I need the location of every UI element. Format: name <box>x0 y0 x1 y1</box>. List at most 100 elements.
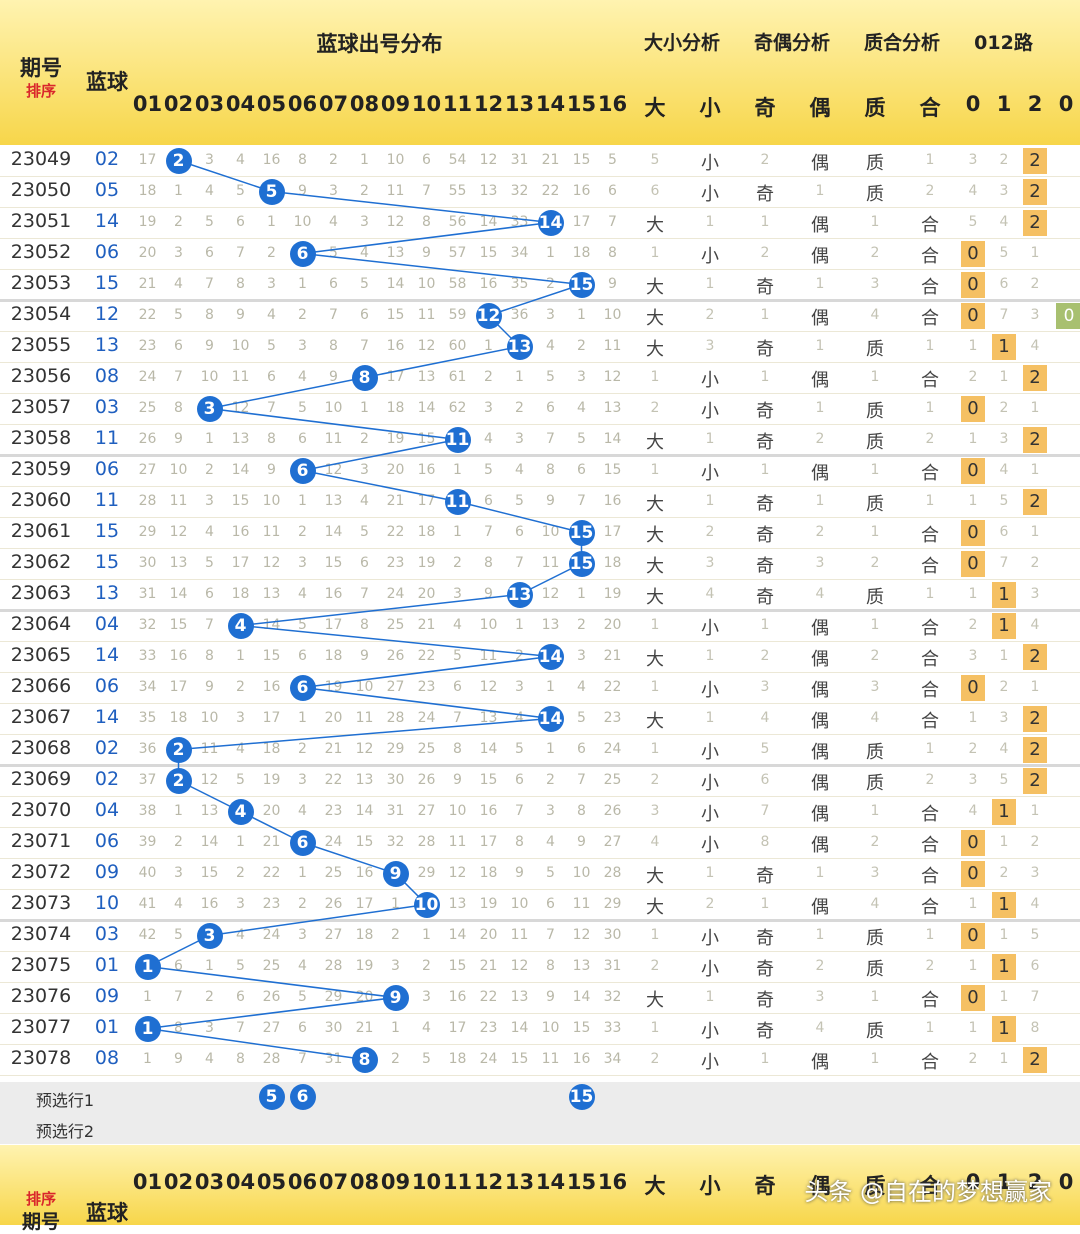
road-cell: 1 <box>968 586 978 602</box>
pc-cell: 质 <box>866 1021 884 1042</box>
pc-cell: 3 <box>870 679 880 695</box>
row-divider <box>0 424 1080 425</box>
miss-count: 1 <box>515 369 524 385</box>
oe-cell: 1 <box>760 369 770 385</box>
blue-ball-06: 6 <box>289 240 316 267</box>
footer-composite: 合 <box>919 1174 941 1198</box>
oe-cell: 奇 <box>756 556 774 577</box>
header-road0: 0 <box>965 92 981 116</box>
miss-count: 11 <box>479 648 498 664</box>
road-cell: 3 <box>999 183 1009 199</box>
road-cell: 6 <box>999 524 1009 540</box>
miss-count: 13 <box>231 431 250 447</box>
miss-count: 40 <box>138 865 157 881</box>
group-divider <box>0 764 1080 767</box>
miss-count: 6 <box>422 152 431 168</box>
oe-cell: 奇 <box>756 525 774 546</box>
sort-button[interactable]: 排序 <box>25 82 56 100</box>
preselect-ball-5[interactable]: 5 <box>258 1084 285 1110</box>
miss-count: 21 <box>138 276 157 292</box>
road-zero-marker: 0 <box>1056 303 1080 329</box>
oe-cell: 偶 <box>811 835 829 856</box>
miss-count: 6 <box>298 648 307 664</box>
period-cell: 23076 <box>10 985 72 1007</box>
header-num-14: 14 <box>535 92 566 116</box>
miss-count: 2 <box>546 772 555 788</box>
footer-num-07: 07 <box>318 1170 349 1194</box>
miss-count: 21 <box>417 617 436 633</box>
road-cell: 4 <box>1030 338 1040 354</box>
blue-footer: 蓝球 <box>86 1201 128 1225</box>
miss-count: 8 <box>422 214 431 230</box>
sort-button-bottom[interactable]: 排序 <box>25 1190 56 1208</box>
miss-count: 16 <box>572 1051 591 1067</box>
blue-ball-06: 6 <box>289 674 316 701</box>
header-num-10: 10 <box>411 92 442 116</box>
pc-cell: 合 <box>921 525 939 546</box>
miss-count: 16 <box>603 493 622 509</box>
miss-count: 28 <box>417 834 436 850</box>
miss-count: 8 <box>360 617 369 633</box>
miss-count: 3 <box>267 276 276 292</box>
pc-cell: 2 <box>925 772 935 788</box>
miss-count: 5 <box>298 989 307 1005</box>
miss-count: 20 <box>355 989 374 1005</box>
road-cell: 8 <box>1030 1020 1040 1036</box>
miss-count: 6 <box>546 400 555 416</box>
blue-number-cell: 13 <box>94 334 120 356</box>
pc-cell: 1 <box>925 741 935 757</box>
pc-cell: 质 <box>866 587 884 608</box>
miss-count: 7 <box>453 710 462 726</box>
pc-cell: 质 <box>866 773 884 794</box>
miss-count: 5 <box>236 183 245 199</box>
miss-count: 5 <box>329 245 338 261</box>
oe-cell: 偶 <box>811 897 829 918</box>
miss-count: 2 <box>205 989 214 1005</box>
miss-count: 17 <box>355 896 374 912</box>
group-divider <box>0 454 1080 457</box>
miss-count: 10 <box>169 462 188 478</box>
miss-count: 7 <box>360 338 369 354</box>
miss-count: 16 <box>479 803 498 819</box>
miss-count: 21 <box>262 834 281 850</box>
miss-count: 29 <box>386 741 405 757</box>
blue-ball-12: 12 <box>475 302 502 329</box>
size-cell: 1 <box>705 710 715 726</box>
road-cell: 4 <box>968 183 978 199</box>
row-divider <box>0 579 1080 580</box>
oe-cell: 2 <box>815 524 825 540</box>
miss-count: 30 <box>138 555 157 571</box>
oe-cell: 奇 <box>756 401 774 422</box>
miss-count: 1 <box>546 741 555 757</box>
miss-count: 16 <box>386 338 405 354</box>
header-num-11: 11 <box>442 92 473 116</box>
miss-count: 5 <box>267 338 276 354</box>
road-cell: 1 <box>968 896 978 912</box>
size-cell: 1 <box>650 927 660 943</box>
miss-count: 8 <box>453 741 462 757</box>
miss-count: 17 <box>603 524 622 540</box>
miss-count: 4 <box>298 958 307 974</box>
road-cell: 1 <box>1030 524 1040 540</box>
miss-count: 3 <box>360 214 369 230</box>
miss-count: 1 <box>298 493 307 509</box>
miss-count: 11 <box>169 493 188 509</box>
road-cell: 5 <box>999 772 1009 788</box>
row-divider <box>0 362 1080 363</box>
miss-count: 15 <box>324 555 343 571</box>
blue-number-cell: 02 <box>94 148 120 170</box>
preselect-ball-6[interactable]: 6 <box>289 1084 316 1110</box>
road-cell: 2 <box>968 617 978 633</box>
size-cell: 2 <box>705 307 715 323</box>
miss-count: 3 <box>515 679 524 695</box>
miss-count: 7 <box>267 400 276 416</box>
blue-header: 蓝球 <box>86 70 128 94</box>
footer-road2: 2 <box>1027 1170 1043 1194</box>
miss-count: 1 <box>453 462 462 478</box>
oe-cell: 奇 <box>756 1021 774 1042</box>
oe-cell: 奇 <box>756 277 774 298</box>
preselect-ball-15[interactable]: 15 <box>568 1084 595 1110</box>
miss-count: 12 <box>231 400 250 416</box>
blue-ball-05: 5 <box>258 178 285 205</box>
miss-count: 2 <box>577 338 586 354</box>
